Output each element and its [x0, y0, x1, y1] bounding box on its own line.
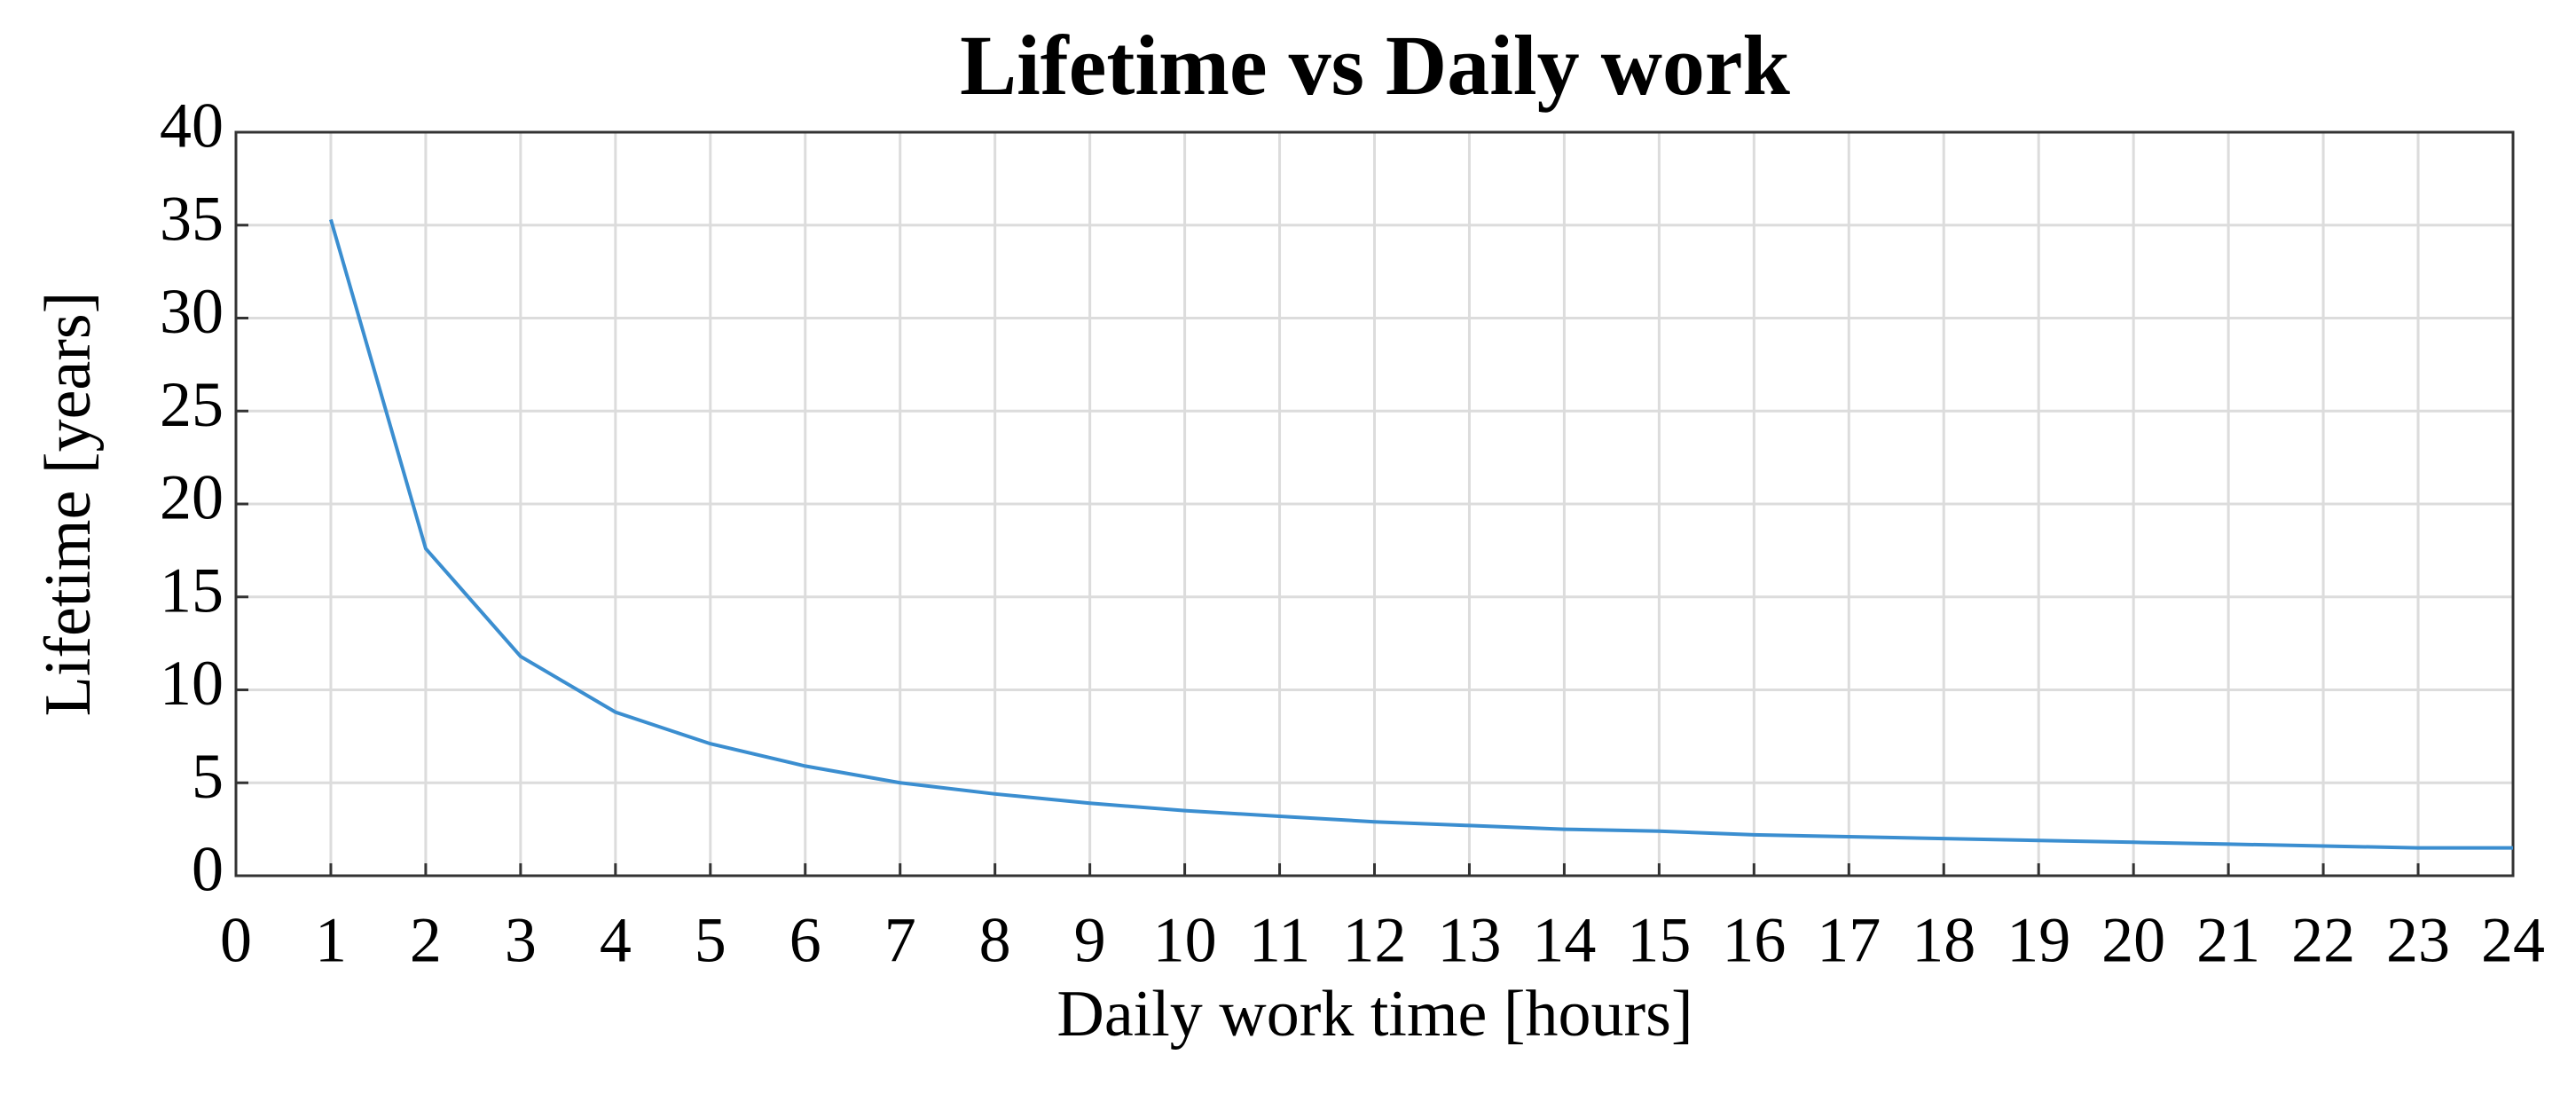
y-tick-label: 20	[160, 462, 224, 533]
x-tick-label: 6	[789, 905, 821, 976]
x-tick-label: 12	[1343, 905, 1407, 976]
x-tick-label: 3	[505, 905, 537, 976]
x-tick-label: 11	[1249, 905, 1310, 976]
x-tick-label: 17	[1817, 905, 1881, 976]
x-tick-label: 8	[979, 905, 1011, 976]
x-tick-label: 19	[2007, 905, 2070, 976]
y-tick-label: 10	[160, 648, 224, 719]
y-tick-label: 40	[160, 91, 224, 161]
x-tick-label: 18	[1912, 905, 1975, 976]
y-tick-label: 30	[160, 276, 224, 347]
x-tick-label: 15	[1627, 905, 1691, 976]
x-tick-label: 14	[1532, 905, 1596, 976]
x-tick-label: 22	[2291, 905, 2355, 976]
x-tick-label: 0	[220, 905, 252, 976]
x-tick-label: 10	[1153, 905, 1217, 976]
y-tick-label: 0	[192, 834, 224, 905]
x-tick-label: 1	[315, 905, 347, 976]
x-tick-label: 13	[1437, 905, 1501, 976]
x-axis-label: Daily work time [hours]	[1056, 978, 1692, 1051]
x-tick-label: 20	[2101, 905, 2165, 976]
x-tick-label: 5	[695, 905, 726, 976]
x-tick-label: 16	[1722, 905, 1786, 976]
y-tick-label: 5	[192, 741, 224, 812]
x-tick-label: 7	[884, 905, 916, 976]
x-tick-label: 24	[2481, 905, 2545, 976]
x-tick-label: 23	[2386, 905, 2450, 976]
y-tick-label: 15	[160, 555, 224, 626]
y-axis-label: Lifetime [years]	[32, 292, 105, 717]
y-tick-label: 25	[160, 369, 224, 440]
x-tick-label: 9	[1074, 905, 1106, 976]
chart-title: Lifetime vs Daily work	[960, 18, 1790, 113]
plot-frame	[234, 130, 2515, 878]
x-tick-label: 21	[2196, 905, 2260, 976]
x-tick-label: 4	[600, 905, 632, 976]
data-line	[329, 218, 2513, 850]
y-tick-label: 35	[160, 183, 224, 254]
x-tick-label: 2	[410, 905, 442, 976]
